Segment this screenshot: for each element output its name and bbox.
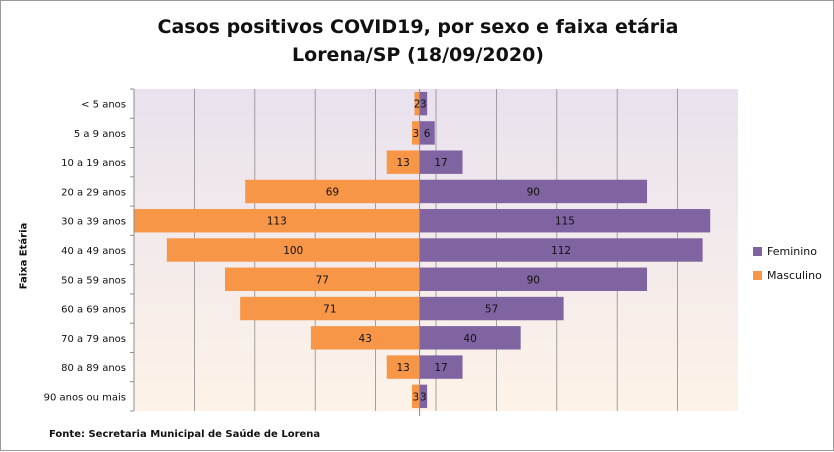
data-label-masculino: 113 bbox=[267, 216, 287, 228]
data-label-feminino: 90 bbox=[527, 274, 540, 286]
bar-feminino bbox=[419, 238, 703, 262]
bar-masculino bbox=[386, 355, 420, 379]
bar-feminino bbox=[419, 326, 521, 350]
data-label-masculino: 69 bbox=[326, 186, 339, 198]
data-label-feminino: 17 bbox=[434, 362, 447, 374]
data-label-masculino: 3 bbox=[412, 391, 419, 403]
data-label-masculino: 100 bbox=[283, 245, 303, 257]
data-label-feminino: 57 bbox=[485, 304, 498, 316]
bar-feminino bbox=[419, 209, 711, 233]
bar-masculino bbox=[224, 267, 420, 291]
category-tick-label: 40 a 49 anos bbox=[61, 246, 126, 257]
data-label-masculino: 77 bbox=[316, 274, 329, 286]
data-label-feminino: 3 bbox=[420, 391, 427, 403]
bar-feminino bbox=[419, 355, 463, 379]
bar-masculino bbox=[134, 209, 420, 233]
bar-feminino bbox=[419, 150, 463, 174]
data-label-feminino: 90 bbox=[527, 186, 540, 198]
bar-masculino bbox=[166, 238, 420, 262]
bar-feminino bbox=[419, 91, 428, 116]
data-label-masculino: 13 bbox=[396, 157, 409, 169]
legend-item-masculino: Masculino bbox=[753, 263, 822, 287]
category-tick-label: 5 a 9 anos bbox=[74, 129, 126, 140]
bar-masculino bbox=[414, 91, 420, 116]
legend-item-feminino: Feminino bbox=[753, 239, 822, 263]
legend: Feminino Masculino bbox=[753, 239, 822, 287]
bar-masculino bbox=[411, 384, 420, 409]
chart-title-line-1: Casos positivos COVID19, por sexo e faix… bbox=[157, 16, 679, 38]
bars bbox=[134, 91, 711, 409]
category-tick-label: 60 a 69 anos bbox=[61, 305, 126, 316]
category-tick-label: 30 a 39 anos bbox=[61, 217, 126, 228]
y-axis-label: Faixa Etária bbox=[18, 222, 30, 290]
source-note: Fonte: Secretaria Municipal de Saúde de … bbox=[49, 429, 321, 440]
bar-feminino bbox=[419, 384, 428, 409]
bar-masculino bbox=[310, 326, 420, 350]
category-tick-label: 20 a 29 anos bbox=[61, 187, 126, 198]
data-label-feminino: 112 bbox=[551, 245, 571, 257]
category-tick-label: < 5 anos bbox=[81, 100, 126, 111]
data-label-feminino: 3 bbox=[420, 99, 427, 111]
bar-masculino bbox=[240, 296, 420, 321]
chart-title: Casos positivos COVID19, por sexo e faix… bbox=[1, 13, 834, 69]
legend-swatch-masculino bbox=[753, 270, 762, 280]
bar-feminino bbox=[419, 179, 648, 204]
legend-label-masculino: Masculino bbox=[767, 268, 822, 282]
data-label-masculino: 3 bbox=[412, 128, 419, 140]
category-tick-label: 10 a 19 anos bbox=[61, 158, 126, 169]
bar-feminino bbox=[419, 267, 648, 291]
data-label-feminino: 40 bbox=[463, 333, 476, 345]
bar-masculino bbox=[245, 179, 420, 204]
bar-masculino bbox=[411, 121, 420, 145]
bar-feminino bbox=[419, 121, 435, 145]
data-label-masculino: 43 bbox=[359, 333, 372, 345]
data-label-feminino: 115 bbox=[555, 216, 575, 228]
legend-label-feminino: Feminino bbox=[767, 244, 817, 258]
data-label-masculino: 2 bbox=[414, 99, 421, 111]
category-tick-label: 50 a 59 anos bbox=[61, 275, 126, 286]
bar-feminino bbox=[419, 296, 564, 321]
legend-swatch-feminino bbox=[753, 246, 762, 256]
chart-title-line-2: Lorena/SP (18/09/2020) bbox=[292, 44, 544, 66]
category-tick-label: 90 anos ou mais bbox=[44, 392, 126, 403]
axes bbox=[130, 88, 421, 416]
category-tick-label: 70 a 79 anos bbox=[61, 334, 126, 345]
category-tick-label: 80 a 89 anos bbox=[61, 363, 126, 374]
data-label-feminino: 6 bbox=[424, 128, 431, 140]
data-label-masculino: 13 bbox=[396, 362, 409, 374]
data-label-masculino: 71 bbox=[323, 304, 336, 316]
data-label-feminino: 17 bbox=[434, 157, 447, 169]
bar-masculino bbox=[386, 150, 420, 174]
